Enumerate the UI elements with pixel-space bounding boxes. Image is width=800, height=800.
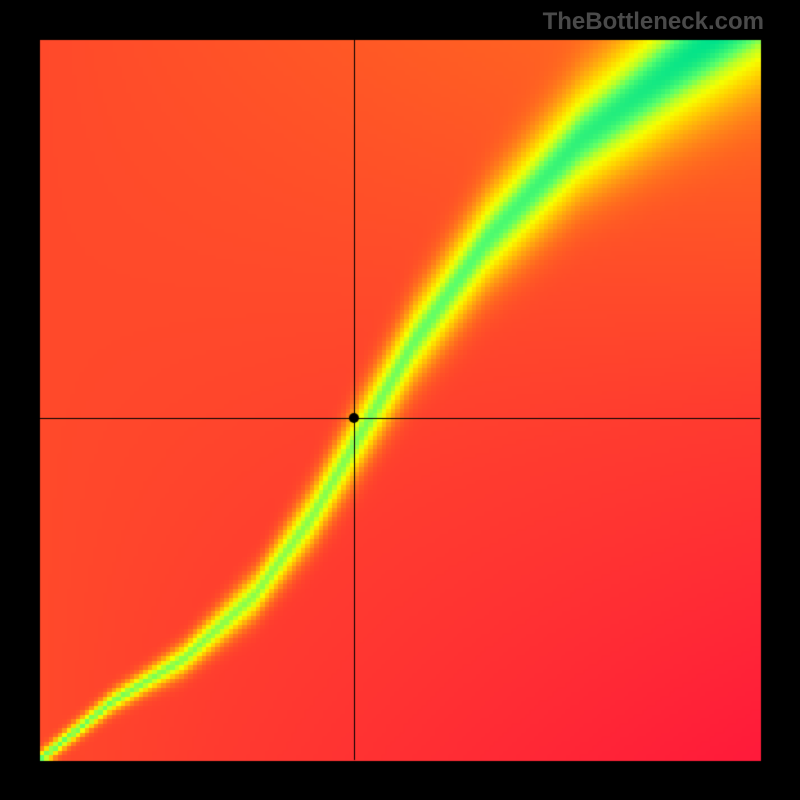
- watermark-text: TheBottleneck.com: [543, 8, 764, 36]
- bottleneck-heatmap: [0, 0, 800, 800]
- chart-container: TheBottleneck.com: [0, 0, 800, 800]
